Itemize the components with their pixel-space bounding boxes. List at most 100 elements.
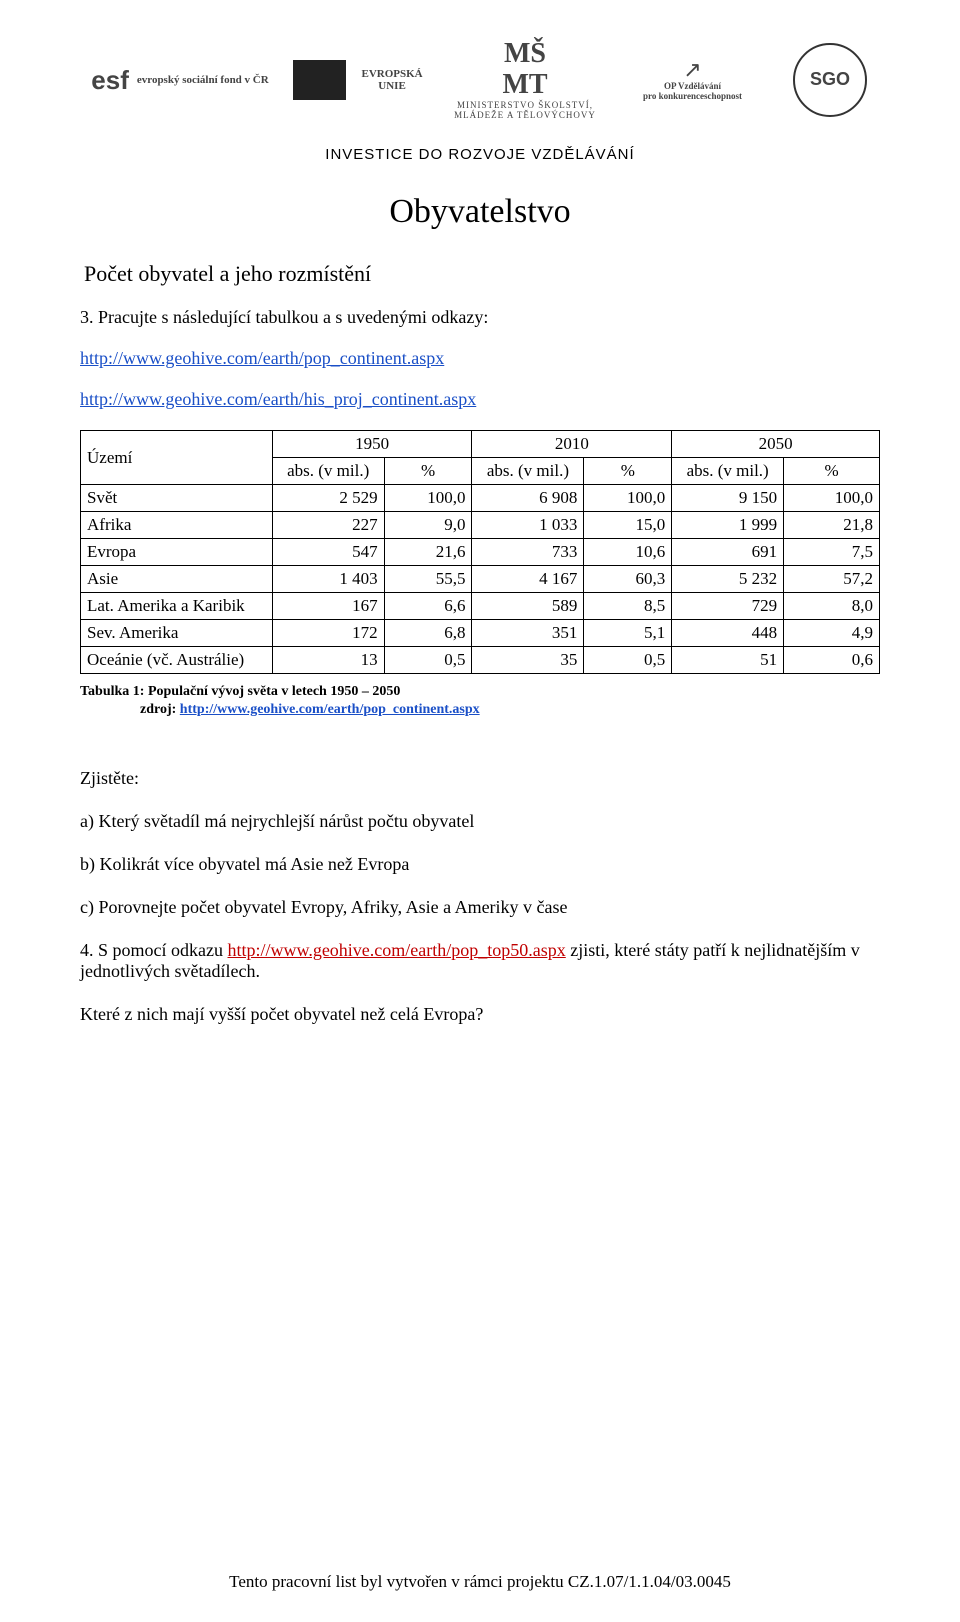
cell: 100,0 (384, 485, 472, 512)
section-heading: Počet obyvatel a jeho rozmístění (84, 261, 880, 287)
question-c: c) Porovnejte počet obyvatel Evropy, Afr… (80, 897, 880, 918)
page: esf evropský sociální fond v ČR EVROPSKÁ… (0, 0, 960, 1622)
link-1-para: http://www.geohive.com/earth/pop_contine… (80, 348, 880, 369)
logo-msmt: MŠMT MINISTERSTVO ŠKOLSTVÍ, MLÁDEŽE A TĚ… (445, 39, 605, 120)
cell: 60,3 (584, 566, 672, 593)
table-row: Evropa54721,673310,66917,5 (81, 539, 880, 566)
sgo-text: SGO (810, 70, 850, 90)
cell: 172 (272, 620, 384, 647)
page-title: Obyvatelstvo (80, 193, 880, 231)
cell: 100,0 (584, 485, 672, 512)
th-2050: 2050 (672, 431, 880, 458)
cell: 729 (672, 593, 784, 620)
table-row: Lat. Amerika a Karibik1676,65898,57298,0 (81, 593, 880, 620)
cell: 57,2 (784, 566, 880, 593)
row-label: Afrika (81, 512, 273, 539)
table-head: Území 1950 2010 2050 abs. (v mil.) % abs… (81, 431, 880, 485)
th-1950: 1950 (272, 431, 472, 458)
link-pop-continent[interactable]: http://www.geohive.com/earth/pop_contine… (80, 348, 444, 368)
questions-lead: Zjistěte: (80, 768, 880, 789)
op-line2: pro konkurenceschopnost (643, 92, 742, 102)
msmt-mark-icon: MŠMT (502, 39, 547, 101)
cell: 167 (272, 593, 384, 620)
table-row: Asie1 40355,54 16760,35 23257,2 (81, 566, 880, 593)
row-label: Svět (81, 485, 273, 512)
table-source-link[interactable]: http://www.geohive.com/earth/pop_contine… (180, 702, 480, 717)
cell: 55,5 (384, 566, 472, 593)
cell: 691 (672, 539, 784, 566)
cell: 4 167 (472, 566, 584, 593)
cell: 21,6 (384, 539, 472, 566)
th-abs-2: abs. (v mil.) (472, 458, 584, 485)
cell: 4,9 (784, 620, 880, 647)
cell: 6,6 (384, 593, 472, 620)
table-row: Oceánie (vč. Austrálie)130,5350,5510,6 (81, 647, 880, 674)
op-arrow-icon: ↗ (683, 58, 701, 82)
cell: 0,5 (584, 647, 672, 674)
th-pct-3: % (784, 458, 880, 485)
cell: 10,6 (584, 539, 672, 566)
logo-row: esf evropský sociální fond v ČR EVROPSKÁ… (80, 20, 880, 140)
cell: 7,5 (784, 539, 880, 566)
th-abs-3: abs. (v mil.) (672, 458, 784, 485)
table-header-row-years: Území 1950 2010 2050 (81, 431, 880, 458)
row-label: Oceánie (vč. Austrálie) (81, 647, 273, 674)
row-label: Asie (81, 566, 273, 593)
invest-tagline: INVESTICE DO ROZVOJE VZDĚLÁVÁNÍ (80, 146, 880, 163)
link-pop-top50[interactable]: http://www.geohive.com/earth/pop_top50.a… (227, 940, 565, 960)
eu-text: EVROPSKÁ UNIE (352, 68, 433, 92)
esf-text: evropský sociální fond v ČR (137, 74, 269, 86)
th-pct-2: % (584, 458, 672, 485)
table-source-label: zdroj: (140, 702, 180, 717)
cell: 547 (272, 539, 384, 566)
cell: 15,0 (584, 512, 672, 539)
cell: 8,0 (784, 593, 880, 620)
cell: 448 (672, 620, 784, 647)
th-abs-1: abs. (v mil.) (272, 458, 384, 485)
row-label: Evropa (81, 539, 273, 566)
question-4: 4. S pomocí odkazu http://www.geohive.co… (80, 940, 880, 982)
cell: 9 150 (672, 485, 784, 512)
cell: 0,5 (384, 647, 472, 674)
cell: 100,0 (784, 485, 880, 512)
cell: 1 999 (672, 512, 784, 539)
cell: 733 (472, 539, 584, 566)
cell: 1 403 (272, 566, 384, 593)
logo-sgo: SGO (780, 43, 880, 117)
table-body: Svět2 529100,06 908100,09 150100,0Afrika… (81, 485, 880, 674)
cell: 589 (472, 593, 584, 620)
link-2-para: http://www.geohive.com/earth/his_proj_co… (80, 389, 880, 410)
table-row: Afrika2279,01 03315,01 99921,8 (81, 512, 880, 539)
table-source: zdroj: http://www.geohive.com/earth/pop_… (140, 702, 880, 718)
population-table: Území 1950 2010 2050 abs. (v mil.) % abs… (80, 430, 880, 674)
question-a: a) Který světadíl má nejrychlejší nárůst… (80, 811, 880, 832)
table-row: Sev. Amerika1726,83515,14484,9 (81, 620, 880, 647)
cell: 351 (472, 620, 584, 647)
cell: 35 (472, 647, 584, 674)
cell: 13 (272, 647, 384, 674)
cell: 227 (272, 512, 384, 539)
sgo-circle-icon: SGO (793, 43, 867, 117)
cell: 1 033 (472, 512, 584, 539)
cell: 8,5 (584, 593, 672, 620)
row-label: Sev. Amerika (81, 620, 273, 647)
cell: 21,8 (784, 512, 880, 539)
cell: 0,6 (784, 647, 880, 674)
question-b: b) Kolikrát více obyvatel má Asie než Ev… (80, 854, 880, 875)
msmt-line2: MLÁDEŽE A TĚLOVÝCHOVY (454, 111, 596, 121)
questions-block: Zjistěte: a) Který světadíl má nejrychle… (80, 768, 880, 1025)
logo-eu: EVROPSKÁ UNIE (293, 60, 433, 100)
eu-flag-icon (293, 60, 346, 100)
logo-op: ↗ OP Vzdělávání pro konkurenceschopnost (618, 58, 768, 102)
question-4b: Které z nich mají vyšší počet obyvatel n… (80, 1004, 880, 1025)
th-pct-1: % (384, 458, 472, 485)
row-label: Lat. Amerika a Karibik (81, 593, 273, 620)
table-row: Svět2 529100,06 908100,09 150100,0 (81, 485, 880, 512)
th-region: Území (81, 431, 273, 485)
logo-esf: esf evropský sociální fond v ČR (80, 66, 280, 95)
cell: 5 232 (672, 566, 784, 593)
cell: 5,1 (584, 620, 672, 647)
page-footer: Tento pracovní list byl vytvořen v rámci… (0, 1572, 960, 1592)
link-his-proj[interactable]: http://www.geohive.com/earth/his_proj_co… (80, 389, 476, 409)
q4-pre: 4. S pomocí odkazu (80, 940, 227, 960)
